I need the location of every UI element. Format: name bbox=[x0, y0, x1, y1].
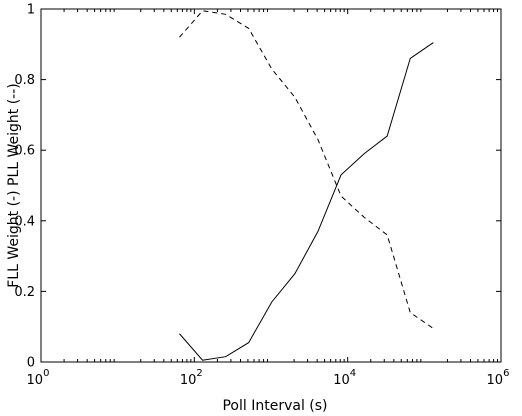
tick-marks bbox=[40, 8, 502, 363]
pll-weight-line bbox=[179, 10, 434, 329]
x-tick-label-base: 10 bbox=[27, 373, 44, 388]
x-tick-label-base: 10 bbox=[333, 373, 350, 388]
y-tick-label: 0.2 bbox=[14, 285, 35, 300]
x-axis-label: Poll Interval (s) bbox=[222, 398, 327, 414]
y-tick-label: 0.4 bbox=[14, 214, 35, 229]
x-tick-label-base: 10 bbox=[487, 373, 504, 388]
x-tick-label-base: 10 bbox=[180, 373, 197, 388]
y-tick-label: 0 bbox=[27, 356, 35, 371]
x-tick-label-exponent: 0 bbox=[43, 368, 49, 379]
fll-weight-line bbox=[179, 42, 434, 361]
series-layer bbox=[179, 10, 434, 361]
plot-frame bbox=[40, 8, 502, 363]
y-axis-label: FLL Weight (-) PLL Weight (--) bbox=[6, 83, 22, 288]
y-tick-label: 1 bbox=[27, 3, 35, 18]
x-tick-label: 106 bbox=[487, 368, 510, 388]
x-tick-label: 100 bbox=[27, 368, 50, 388]
x-tick-label-exponent: 6 bbox=[503, 368, 509, 379]
x-tick-label-exponent: 4 bbox=[350, 368, 356, 379]
y-tick-label: 0.8 bbox=[14, 73, 35, 88]
x-tick-label: 102 bbox=[180, 368, 203, 388]
x-tick-label-exponent: 2 bbox=[196, 368, 202, 379]
y-tick-label: 0.6 bbox=[14, 144, 35, 159]
x-tick-label: 104 bbox=[333, 368, 356, 388]
